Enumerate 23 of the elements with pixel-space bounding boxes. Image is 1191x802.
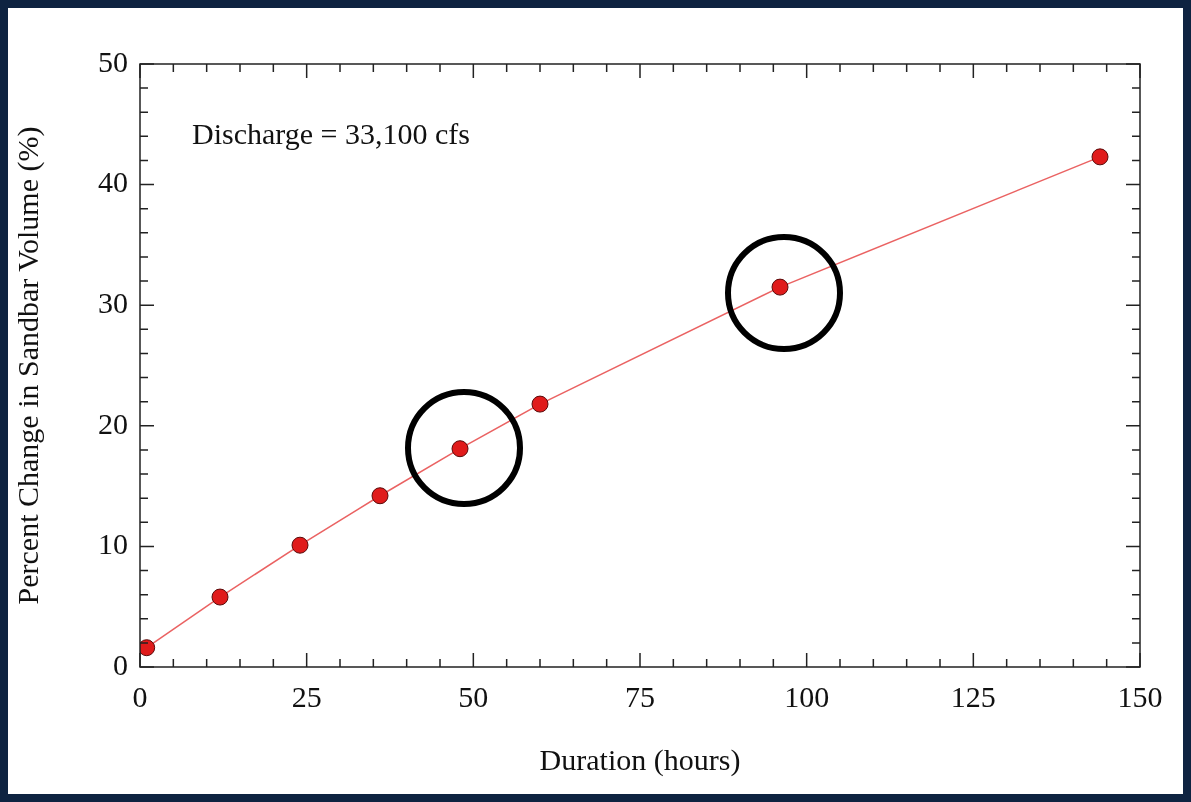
point (371, 487, 389, 505)
point (291, 536, 309, 554)
x-tick-label: 125 (950, 679, 996, 713)
point (1091, 148, 1109, 166)
x-tick-label: 100 (784, 679, 830, 713)
y-tick-label: 30 (98, 286, 128, 320)
point (531, 395, 549, 413)
x-tick-label: 75 (625, 679, 655, 713)
y-tick-label: 10 (98, 527, 128, 561)
x-tick-label: 25 (291, 679, 322, 713)
point (211, 588, 229, 606)
y-tick-label: 50 (98, 44, 128, 78)
y-tick-label: 40 (98, 165, 128, 199)
y-tick-label: 20 (98, 406, 128, 440)
x-tick-label: 50 (458, 679, 489, 713)
x-tick-label: 150 (1117, 679, 1163, 713)
y-axis-title: Percent Change in Sandbar Volume (%) (10, 126, 45, 605)
point (451, 440, 469, 458)
point (140, 639, 156, 657)
annotation: Discharge = 33,100 cfs (192, 116, 470, 150)
x-axis-title: Duration (hours) (539, 742, 741, 777)
point (771, 278, 789, 296)
y-tick-label: 0 (113, 647, 128, 681)
